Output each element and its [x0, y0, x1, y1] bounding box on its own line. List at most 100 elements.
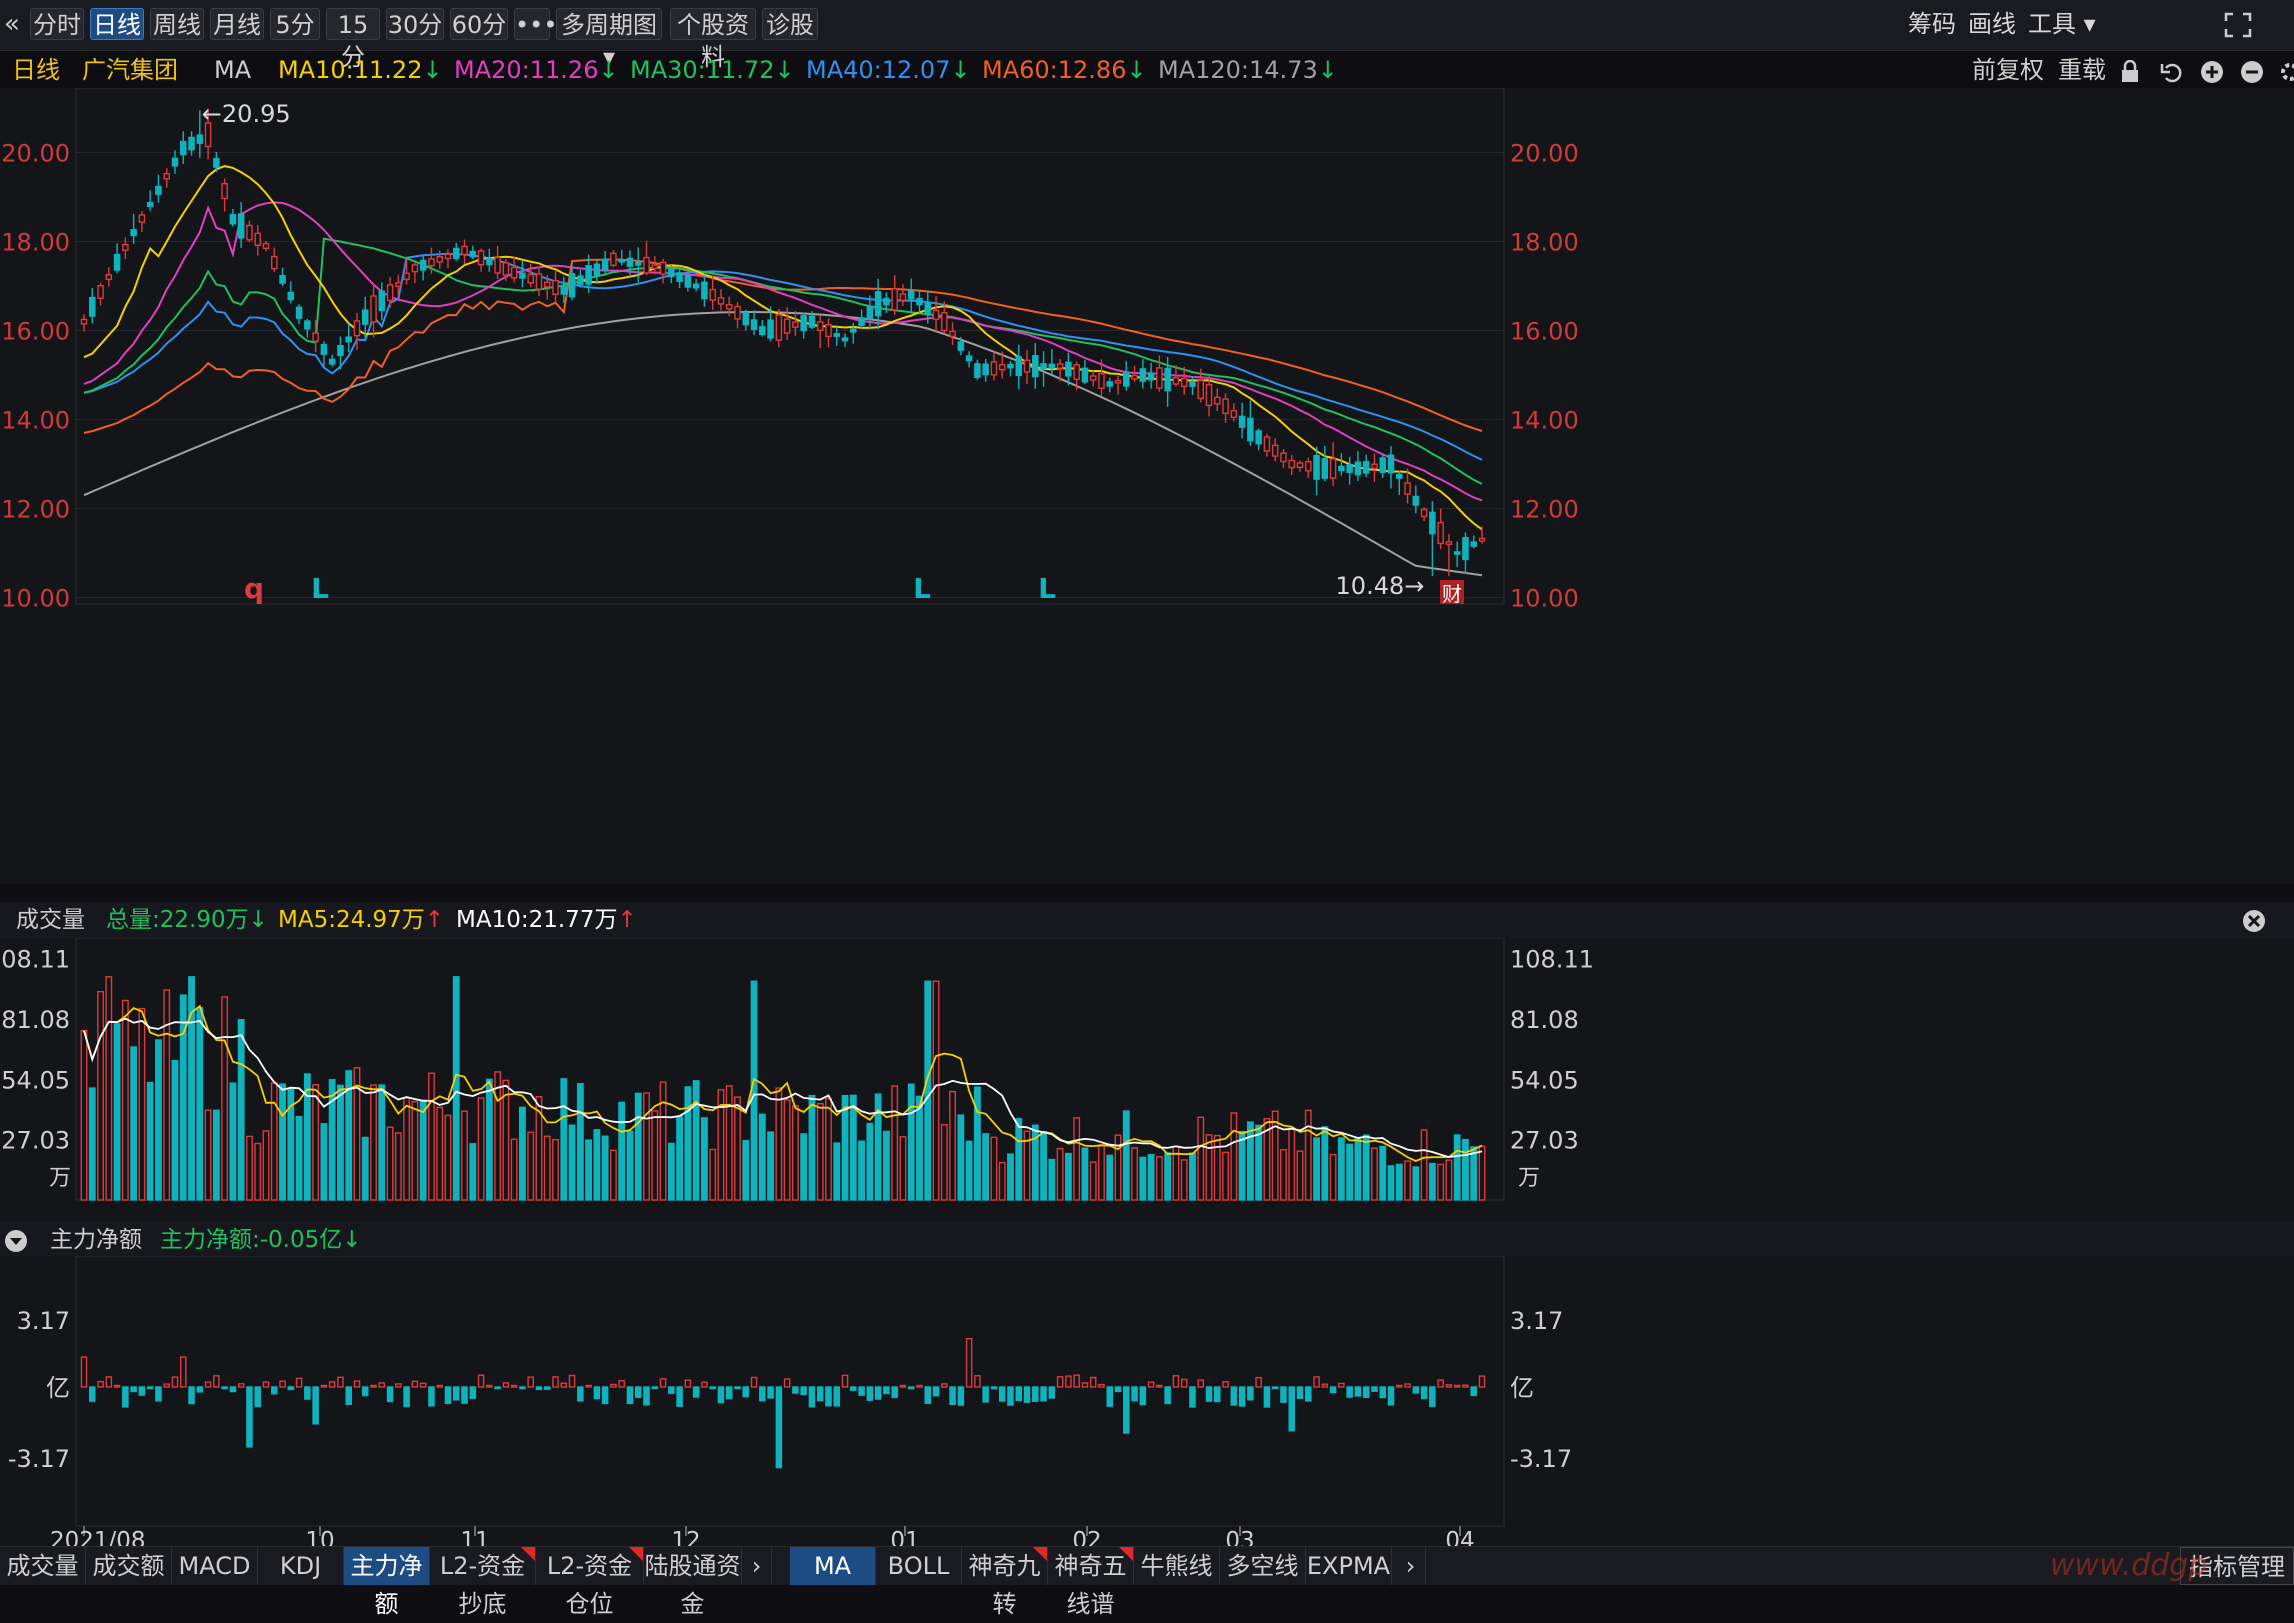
flow-bar[interactable]: [163, 1383, 170, 1388]
tools-button[interactable]: 工具 ▾: [2028, 10, 2096, 38]
candle[interactable]: [941, 311, 948, 332]
flow-bar[interactable]: [419, 1382, 427, 1388]
volume-bar[interactable]: [237, 1019, 245, 1201]
flow-bar[interactable]: [122, 1386, 129, 1408]
flow-bar[interactable]: [254, 1386, 261, 1408]
flow-bar[interactable]: [270, 1386, 278, 1395]
volume-bar[interactable]: [783, 1099, 791, 1201]
flow-bar[interactable]: [841, 1374, 849, 1388]
candle[interactable]: [1131, 374, 1138, 380]
flow-bar[interactable]: [428, 1386, 435, 1407]
volume-bar[interactable]: [1337, 1137, 1345, 1201]
flow-bar[interactable]: [1123, 1386, 1130, 1434]
volume-bar[interactable]: [303, 1073, 311, 1201]
flow-bar[interactable]: [1172, 1375, 1180, 1388]
draw-line-button[interactable]: 画线: [1968, 10, 2016, 38]
volume-bar[interactable]: [1098, 1144, 1105, 1201]
flow-bar[interactable]: [180, 1356, 187, 1388]
candle[interactable]: [1098, 373, 1105, 389]
candle[interactable]: [1089, 375, 1097, 381]
candle[interactable]: [1478, 537, 1486, 542]
volume-bar[interactable]: [97, 990, 104, 1201]
flow-bar[interactable]: [560, 1382, 568, 1388]
candle[interactable]: [419, 259, 427, 271]
lock-icon[interactable]: [2120, 58, 2140, 82]
candle[interactable]: [593, 263, 601, 276]
flow-bar[interactable]: [1338, 1382, 1345, 1388]
flow-bar[interactable]: [1478, 1375, 1486, 1388]
flow-bar[interactable]: [395, 1383, 402, 1388]
volume-bar[interactable]: [916, 1095, 923, 1201]
volume-bar[interactable]: [1106, 1154, 1114, 1201]
volume-bar[interactable]: [1089, 1161, 1097, 1201]
ma-tab-5[interactable]: 多空线: [1220, 1547, 1306, 1585]
volume-bar[interactable]: [1371, 1147, 1378, 1201]
toolbar-button-6[interactable]: 30分: [386, 8, 444, 40]
volume-bar[interactable]: [1395, 1163, 1403, 1201]
flow-bar[interactable]: [1065, 1375, 1072, 1388]
candle[interactable]: [891, 288, 898, 311]
candle[interactable]: [246, 224, 253, 241]
volume-bar[interactable]: [634, 1092, 642, 1201]
volume-bar[interactable]: [1346, 1143, 1354, 1201]
candle[interactable]: [1106, 381, 1114, 387]
flow-bar[interactable]: [866, 1386, 874, 1401]
candle[interactable]: [370, 295, 377, 323]
volume-bar[interactable]: [684, 1086, 692, 1201]
candle[interactable]: [171, 157, 179, 167]
volume-bar[interactable]: [1437, 1163, 1445, 1201]
finance-badge[interactable]: [1440, 580, 1464, 604]
volume-bar[interactable]: [1040, 1130, 1048, 1201]
candle[interactable]: [1073, 364, 1080, 380]
flow-bar[interactable]: [155, 1386, 162, 1402]
flow-bar[interactable]: [477, 1374, 485, 1388]
flow-bar[interactable]: [1346, 1386, 1353, 1398]
indicator-tab-1[interactable]: 成交额: [86, 1547, 172, 1585]
flow-bar[interactable]: [1379, 1386, 1386, 1399]
flow-bar[interactable]: [1089, 1376, 1097, 1388]
volume-panel[interactable]: 108.11 108.11 81.08 81.08 54.05 54.05 27.03 27.…: [0, 937, 2294, 1222]
stock-name[interactable]: 广汽集团: [82, 56, 178, 84]
candle[interactable]: [1205, 383, 1213, 407]
collapse-circle-icon[interactable]: [4, 1228, 28, 1252]
flow-bar[interactable]: [1139, 1386, 1147, 1406]
flow-bar[interactable]: [196, 1386, 204, 1393]
volume-bar[interactable]: [791, 1105, 799, 1201]
volume-bar[interactable]: [576, 1082, 584, 1201]
flow-bar[interactable]: [1230, 1386, 1238, 1406]
volume-bar[interactable]: [1189, 1152, 1196, 1201]
flow-bar[interactable]: [328, 1381, 336, 1388]
ma-tab-2[interactable]: 神奇九转: [962, 1547, 1048, 1618]
settings-gear-icon[interactable]: [2278, 58, 2294, 82]
candle[interactable]: [1015, 356, 1023, 377]
volume-bar[interactable]: [320, 1123, 328, 1201]
volume-bar[interactable]: [1453, 1134, 1461, 1201]
flow-bar[interactable]: [825, 1386, 832, 1407]
candle[interactable]: [1412, 495, 1420, 506]
volume-title[interactable]: 成交量: [16, 907, 85, 933]
volume-bar[interactable]: [717, 1089, 725, 1201]
flow-bar[interactable]: [1032, 1386, 1039, 1402]
flow-bar[interactable]: [1263, 1386, 1271, 1408]
volume-bar[interactable]: [138, 1007, 146, 1201]
flow-bar[interactable]: [957, 1386, 965, 1406]
flow-bar[interactable]: [262, 1381, 270, 1388]
flow-bar[interactable]: [1007, 1386, 1014, 1406]
volume-bar[interactable]: [618, 1101, 626, 1201]
flow-bar[interactable]: [1056, 1376, 1064, 1388]
candle[interactable]: [1296, 462, 1304, 469]
volume-bar[interactable]: [444, 1114, 452, 1201]
volume-bar[interactable]: [932, 980, 940, 1201]
flow-bar[interactable]: [237, 1383, 245, 1388]
flow-bar[interactable]: [213, 1375, 220, 1388]
candle[interactable]: [651, 264, 659, 270]
flow-bar[interactable]: [601, 1386, 609, 1405]
candle[interactable]: [775, 314, 783, 341]
flow-bar[interactable]: [1371, 1386, 1378, 1392]
candle[interactable]: [1081, 367, 1089, 383]
volume-bar[interactable]: [254, 1142, 262, 1201]
flow-bar[interactable]: [1271, 1386, 1279, 1390]
volume-bar[interactable]: [80, 1029, 88, 1201]
candle[interactable]: [469, 250, 477, 258]
candle[interactable]: [668, 268, 675, 278]
